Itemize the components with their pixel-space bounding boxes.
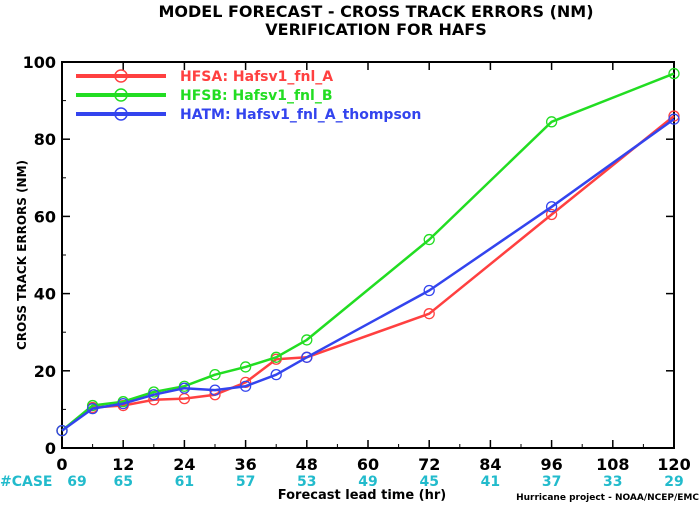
data-point xyxy=(209,384,221,396)
x-tick-label: 0 xyxy=(56,455,67,474)
legend: HFSA: Hafsv1_fnl_A HFSB: Hafsv1_fnl_B HATM… xyxy=(76,69,421,123)
x-tick-label: 60 xyxy=(357,455,379,474)
case-row-label: #CASE xyxy=(0,474,53,490)
data-point xyxy=(545,201,558,213)
series-line-2 xyxy=(61,118,675,432)
x-tick-label: 36 xyxy=(234,455,256,474)
data-point xyxy=(301,351,313,363)
legend-swatch-marker xyxy=(114,88,128,102)
data-point xyxy=(423,284,435,297)
x-tick-label: 24 xyxy=(173,455,195,474)
data-point xyxy=(117,397,129,410)
data-point xyxy=(86,402,99,415)
chart-subtitle: VERIFICATION FOR HAFS xyxy=(265,20,486,39)
case-count: 45 xyxy=(419,474,438,490)
chart-title: MODEL FORECAST - CROSS TRACK ERRORS (NM) xyxy=(158,2,593,21)
legend-label: HFSA: Hafsv1_fnl_A xyxy=(180,69,333,85)
data-point xyxy=(423,308,435,320)
y-tick-label: 40 xyxy=(34,285,56,304)
y-axis: 0 20 40 60 80 100 xyxy=(23,53,674,458)
case-count: 65 xyxy=(113,474,132,490)
case-count: 37 xyxy=(542,474,561,490)
case-count: 69 xyxy=(67,474,86,490)
y-tick-label: 60 xyxy=(34,207,56,226)
x-tick-label: 48 xyxy=(296,455,318,474)
case-count: 61 xyxy=(175,474,194,490)
data-point xyxy=(668,110,680,122)
data-point xyxy=(148,389,160,401)
case-count-row: #CASE 69 65 61 57 53 49 45 41 37 33 29 xyxy=(0,474,684,490)
series-layer xyxy=(56,67,680,437)
series-line-1 xyxy=(61,72,675,432)
x-tick-label: 108 xyxy=(596,455,629,474)
case-count: 49 xyxy=(358,474,377,490)
case-count: 57 xyxy=(236,474,255,490)
data-point xyxy=(209,369,221,381)
data-point xyxy=(545,116,558,128)
x-tick-label: 84 xyxy=(479,455,501,474)
data-point xyxy=(301,334,313,346)
x-axis-label: Forecast lead time (hr) xyxy=(278,488,446,503)
data-point xyxy=(270,351,282,363)
x-axis: 0 12 24 36 48 60 72 84 96 108 120 xyxy=(56,62,691,474)
data-point xyxy=(86,399,99,412)
data-point xyxy=(56,424,68,437)
data-point xyxy=(270,369,282,381)
x-tick-label: 96 xyxy=(540,455,562,474)
x-tick-label: 120 xyxy=(657,455,690,474)
data-point xyxy=(178,382,191,394)
legend-label: HFSB: Hafsv1_fnl_B xyxy=(180,88,333,104)
case-count: 41 xyxy=(481,474,500,490)
legend-swatch-marker xyxy=(114,107,128,121)
data-point xyxy=(668,113,680,125)
case-count: 29 xyxy=(664,474,683,490)
y-tick-label: 0 xyxy=(45,439,56,458)
data-point xyxy=(423,233,435,246)
case-count: 53 xyxy=(297,474,316,490)
data-point xyxy=(239,380,252,392)
y-axis-label: CROSS TRACK ERRORS (NM) xyxy=(15,160,29,350)
x-tick-label: 12 xyxy=(112,455,134,474)
data-point xyxy=(148,386,160,398)
y-tick-label: 100 xyxy=(23,53,56,72)
data-point xyxy=(239,361,252,373)
series-line-0 xyxy=(61,115,675,432)
data-point xyxy=(545,208,558,221)
y-tick-label: 80 xyxy=(34,130,56,149)
y-tick-label: 20 xyxy=(34,362,56,381)
legend-label: HATM: Hafsv1_fnl_A_thompson xyxy=(180,107,421,123)
case-count: 33 xyxy=(603,474,622,490)
data-point xyxy=(668,67,680,80)
x-tick-label: 72 xyxy=(418,455,440,474)
legend-swatch-marker xyxy=(114,69,128,83)
credit-text: Hurricane project - NOAA/NCEP/EMC xyxy=(516,493,699,503)
